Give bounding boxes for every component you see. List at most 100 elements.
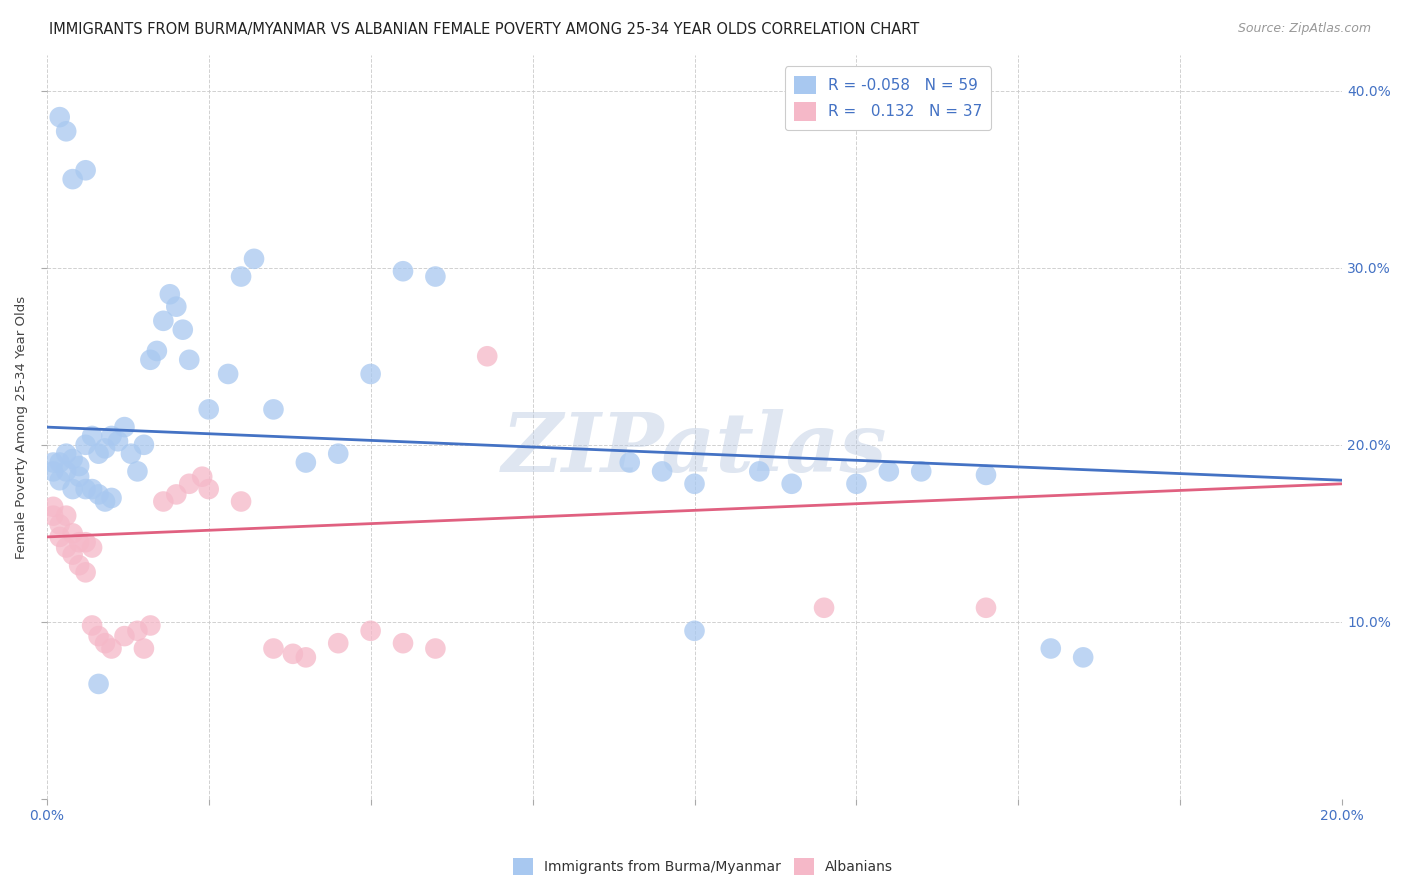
Point: [42, 456, 65, 470]
Point: [100, 429, 122, 443]
Point: [48, 517, 70, 532]
Point: [159, 287, 181, 301]
Point: [80, 618, 103, 632]
Point: [217, 367, 239, 381]
Point: [67, 458, 90, 473]
Point: [94, 494, 117, 508]
Point: [55, 541, 77, 555]
Point: [100, 641, 122, 656]
Point: [179, 352, 201, 367]
Point: [94, 442, 117, 456]
Point: [48, 473, 70, 487]
Point: [132, 438, 155, 452]
Point: [262, 402, 284, 417]
Point: [780, 476, 803, 491]
Point: [114, 629, 136, 643]
Point: [748, 464, 770, 478]
Point: [392, 264, 415, 278]
Point: [974, 467, 997, 482]
Point: [55, 508, 77, 523]
Point: [48, 110, 70, 124]
Point: [328, 636, 350, 650]
Point: [42, 500, 65, 514]
Point: [75, 163, 97, 178]
Point: [80, 482, 103, 496]
Point: [87, 677, 110, 691]
Point: [683, 476, 706, 491]
Point: [392, 636, 415, 650]
Point: [55, 124, 77, 138]
Point: [62, 526, 84, 541]
Point: [191, 469, 214, 483]
Y-axis label: Female Poverty Among 25-34 Year Olds: Female Poverty Among 25-34 Year Olds: [15, 295, 28, 558]
Legend: Immigrants from Burma/Myanmar, Albanians: Immigrants from Burma/Myanmar, Albanians: [508, 853, 898, 880]
Point: [974, 600, 997, 615]
Point: [1071, 650, 1094, 665]
Point: [75, 535, 97, 549]
Point: [152, 314, 174, 328]
Point: [62, 452, 84, 467]
Point: [683, 624, 706, 638]
Point: [48, 456, 70, 470]
Point: [425, 269, 447, 284]
Point: [132, 641, 155, 656]
Point: [107, 434, 129, 449]
Point: [80, 429, 103, 443]
Point: [87, 487, 110, 501]
Point: [165, 300, 187, 314]
Text: ZIPatlas: ZIPatlas: [502, 409, 887, 490]
Point: [94, 636, 117, 650]
Point: [75, 482, 97, 496]
Point: [152, 494, 174, 508]
Point: [197, 402, 219, 417]
Point: [243, 252, 266, 266]
Point: [262, 641, 284, 656]
Point: [139, 352, 162, 367]
Point: [295, 650, 318, 665]
Point: [877, 464, 900, 478]
Legend: R = -0.058   N = 59, R =   0.132   N = 37: R = -0.058 N = 59, R = 0.132 N = 37: [785, 67, 991, 129]
Point: [281, 647, 304, 661]
Point: [651, 464, 673, 478]
Point: [120, 447, 142, 461]
Point: [127, 464, 149, 478]
Point: [67, 558, 90, 573]
Point: [813, 600, 835, 615]
Point: [229, 269, 252, 284]
Point: [1039, 641, 1062, 656]
Point: [67, 535, 90, 549]
Point: [845, 476, 868, 491]
Point: [42, 464, 65, 478]
Point: [910, 464, 932, 478]
Point: [619, 456, 641, 470]
Point: [197, 482, 219, 496]
Point: [146, 343, 169, 358]
Point: [425, 641, 447, 656]
Point: [75, 566, 97, 580]
Point: [360, 367, 382, 381]
Point: [295, 456, 318, 470]
Point: [87, 629, 110, 643]
Point: [100, 491, 122, 505]
Point: [229, 494, 252, 508]
Point: [360, 624, 382, 638]
Point: [67, 469, 90, 483]
Point: [127, 624, 149, 638]
Point: [165, 487, 187, 501]
Point: [62, 482, 84, 496]
Point: [114, 420, 136, 434]
Text: IMMIGRANTS FROM BURMA/MYANMAR VS ALBANIAN FEMALE POVERTY AMONG 25-34 YEAR OLDS C: IMMIGRANTS FROM BURMA/MYANMAR VS ALBANIA…: [49, 22, 920, 37]
Point: [87, 447, 110, 461]
Point: [62, 548, 84, 562]
Point: [55, 464, 77, 478]
Point: [328, 447, 350, 461]
Point: [139, 618, 162, 632]
Point: [75, 438, 97, 452]
Point: [172, 323, 194, 337]
Point: [80, 541, 103, 555]
Point: [42, 508, 65, 523]
Point: [179, 476, 201, 491]
Point: [62, 172, 84, 186]
Point: [55, 447, 77, 461]
Point: [477, 349, 499, 363]
